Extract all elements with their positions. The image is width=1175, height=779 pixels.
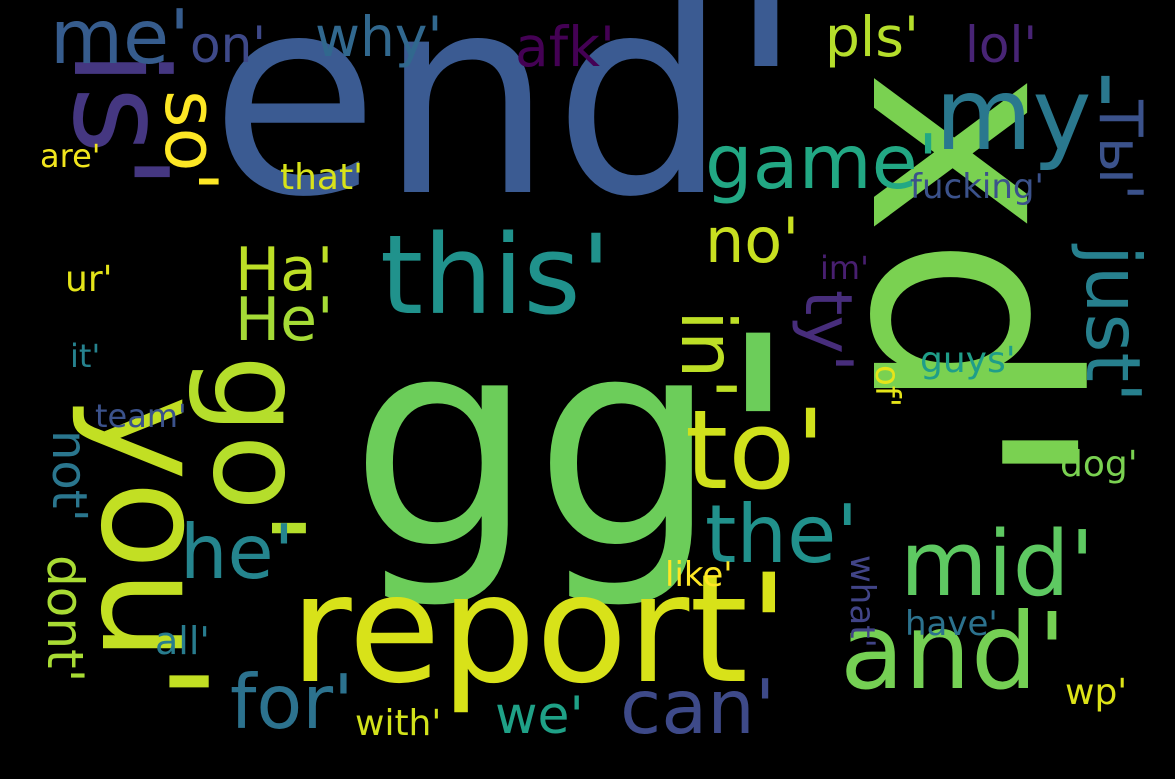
word-wp: wp' [1065,672,1128,713]
word-team: team' [95,397,187,435]
word-we: we' [495,686,584,746]
word-dog: dog' [1060,444,1138,485]
word-ne-cyrillic: Не' [235,285,334,355]
word-on: on' [190,16,267,74]
word-are: are' [40,137,101,175]
word-why: why' [315,5,443,69]
word-lol: lol' [965,16,1038,74]
word-dont: dont' [36,555,94,683]
word-what: what' [842,555,882,648]
word-gg: gg' [350,276,798,613]
word-na-cyrillic: На' [235,235,334,305]
word-end: end' [210,0,804,257]
word-with: with' [355,703,442,744]
word-ur: ur' [65,259,113,300]
word-report: report' [290,543,790,717]
word-the: the' [705,488,859,581]
word-like: like' [665,555,733,595]
word-not: not' [41,430,97,522]
word-ty: ty' [790,290,865,372]
word-and: and' [840,591,1067,713]
word-xd: xd' [807,70,1133,491]
word-game: game' [705,118,939,206]
word-im: im' [820,249,869,287]
word-ty-cyrillic: Ты' [1085,100,1155,201]
word-to: to' [685,386,826,514]
word-afk: afk' [515,15,616,79]
word-fucking: fucking' [910,167,1044,207]
word-mid: mid' [900,512,1095,617]
word-can: can' [620,663,776,751]
word-is: is' [44,50,196,190]
word-for: for' [230,658,354,746]
word-you: you' [68,395,237,702]
word-me: me' [50,0,190,81]
word-go: go' [185,355,330,546]
word-guys: guys' [920,340,1016,381]
word-no: no' [705,204,800,277]
word-all: all' [155,619,210,663]
word-pls: pls' [825,5,919,69]
word-my: my' [935,56,1120,173]
word-that: that' [280,157,364,198]
word-have: have' [905,604,998,644]
word-this: this' [380,211,611,339]
word-it: it' [70,337,101,375]
word-of: of' [867,365,907,408]
word-just: just' [1069,245,1157,403]
word-he: he' [180,508,295,596]
word-so: so' [149,90,233,192]
word-in: in' [664,310,752,399]
